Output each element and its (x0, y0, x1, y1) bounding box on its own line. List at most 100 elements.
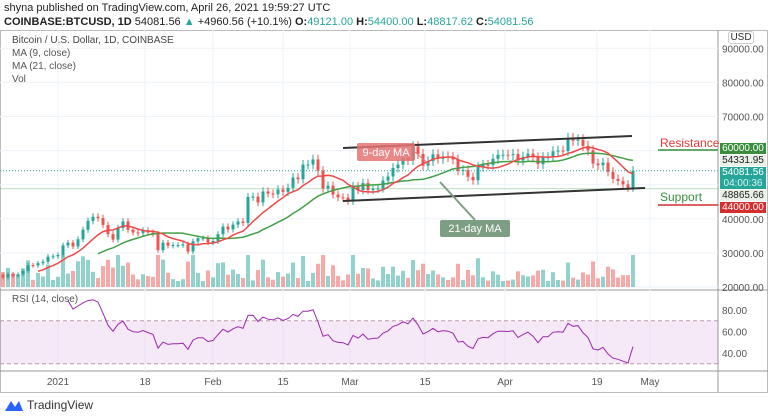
volume-bar (161, 259, 165, 287)
candle-body (316, 159, 320, 171)
candle-body (166, 242, 170, 246)
volume-bar (286, 273, 290, 287)
candle-body (451, 157, 455, 160)
volume-bar (16, 274, 20, 287)
volume-bar (396, 275, 400, 287)
volume-bar (191, 255, 195, 287)
candle-body (21, 270, 25, 275)
volume-bar (376, 280, 380, 287)
candle-body (601, 162, 605, 166)
candle-body (511, 154, 515, 156)
candle-body (481, 164, 485, 167)
volume-bar (26, 260, 30, 287)
volume-bar (381, 266, 385, 287)
volume-bar (86, 259, 90, 287)
volume-bar (1, 272, 5, 287)
candle-body (351, 186, 355, 202)
volume-bar (266, 277, 270, 287)
open-value: 49121.00 (307, 16, 354, 28)
volume-bar (411, 260, 415, 287)
volume-bar (386, 273, 390, 287)
channel-lower-line (342, 187, 646, 202)
support-label: Support (660, 190, 703, 204)
volume-bar (11, 273, 15, 287)
resistance-label: Resistance (660, 136, 720, 150)
resistance-price-tag: 60000.00 (720, 143, 766, 154)
volume-bar (486, 280, 490, 287)
candle-body (301, 164, 305, 180)
volume-bar (556, 279, 560, 287)
candle-body (551, 151, 555, 158)
candle-body (616, 178, 620, 181)
volume-bar (331, 265, 335, 287)
candle-body (81, 229, 85, 240)
volume-bar (596, 278, 600, 287)
volume-bar (21, 268, 25, 287)
volume-bar (481, 277, 485, 287)
volume-bar (361, 267, 365, 287)
candle-body (626, 184, 630, 188)
volume-bar (51, 279, 55, 287)
volume-bar (241, 277, 245, 287)
candle-body (391, 167, 395, 177)
candle-body (46, 256, 50, 262)
volume-bar (496, 274, 500, 287)
brand-name: TradingView (27, 398, 94, 412)
volume-bar (111, 267, 115, 287)
volume-bar (341, 280, 345, 287)
candle-body (41, 261, 45, 264)
volume-bar (136, 279, 140, 287)
volume-bar (501, 281, 505, 287)
volume-bar (251, 280, 255, 287)
candle-body (476, 166, 480, 181)
volume-bar (356, 273, 360, 287)
candle-body (496, 154, 500, 159)
volume-bar (461, 279, 465, 287)
candle-body (196, 238, 200, 242)
candle-body (176, 245, 180, 247)
volume-bar (476, 258, 480, 287)
candle-body (6, 274, 10, 278)
candle-body (26, 265, 30, 271)
candle-body (416, 146, 420, 155)
volume-bar (311, 272, 315, 287)
volume-bar (451, 277, 455, 287)
volume-bar (351, 255, 355, 287)
volume-bar (466, 269, 470, 287)
close-value: 54081.56 (487, 16, 534, 28)
candle-body (291, 177, 295, 188)
candle-body (281, 189, 285, 192)
candle-body (621, 180, 625, 185)
date-tick-label: 2021 (47, 377, 70, 388)
currency-label[interactable]: USD (728, 31, 754, 44)
volume-bar (71, 271, 75, 287)
candle-body (156, 234, 160, 251)
candle-body (96, 216, 100, 219)
volume-bar (426, 273, 430, 287)
ma9-line (37, 146, 634, 273)
volume-bar (571, 277, 575, 287)
price-tick-label: 80000.00 (722, 78, 764, 89)
ma21-line (97, 152, 634, 255)
volume-bar (431, 270, 435, 287)
symbol-info: COINBASE:BTCUSD, 1D 54081.56 ▲ +4960.56 … (4, 16, 534, 28)
price-tick-label: 20000.00 (722, 283, 764, 294)
tradingview-logo[interactable]: TradingView (4, 398, 93, 412)
volume-bar (76, 261, 80, 287)
candle-body (86, 220, 90, 230)
volume-bar (421, 263, 425, 287)
volume-bar (611, 269, 615, 287)
price-chart[interactable]: 90000.00 80000.00 70000.00 40000.00 30000.00… (0, 0, 768, 395)
date-tick-label: Apr (497, 377, 513, 388)
candle-body (536, 157, 540, 165)
date-tick-label: Feb (204, 377, 222, 388)
candle-body (131, 229, 135, 233)
candle-body (236, 221, 240, 225)
candle-body (431, 154, 435, 162)
date-tick-label: 15 (419, 377, 431, 388)
candle-body (566, 138, 570, 151)
volume-bar (306, 281, 310, 287)
last-price-tag: 54081.56 04:00:36 (720, 167, 766, 189)
candle-body (471, 176, 475, 181)
high-label: H: (356, 16, 368, 28)
